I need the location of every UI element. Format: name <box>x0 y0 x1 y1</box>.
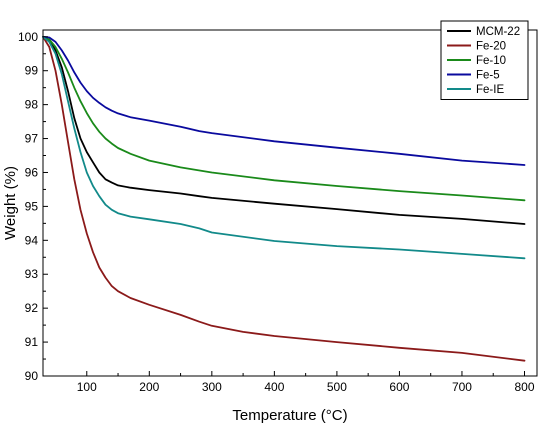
x-tick-label: 700 <box>452 380 472 394</box>
y-tick-label: 90 <box>25 369 39 383</box>
y-tick-label: 99 <box>25 64 39 78</box>
y-tick-label: 98 <box>25 98 39 112</box>
series-line-mcm-22 <box>42 35 526 225</box>
axis-ticks <box>43 36 525 377</box>
x-tick-label: 200 <box>139 380 159 394</box>
x-tick-label: 400 <box>264 380 284 394</box>
legend-label: MCM-22 <box>476 26 520 38</box>
legend-label: Fe-20 <box>476 41 506 53</box>
x-axis-label: Temperature (°C) <box>232 407 347 424</box>
y-axis-label: Weight (%) <box>2 166 19 240</box>
y-tick-label: 100 <box>18 30 38 44</box>
y-tick-label: 91 <box>25 335 39 349</box>
x-tick-label: 600 <box>389 380 409 394</box>
plot-curves <box>42 35 526 362</box>
x-tick-label: 300 <box>202 380 222 394</box>
y-tick-label: 96 <box>25 165 39 179</box>
series-line-fe-10 <box>42 35 526 202</box>
x-tick-label: 100 <box>77 380 97 394</box>
axis-tick-labels: 100 200 300 400 500 600 700 800 90 91 92 93 94 95 96 97… <box>18 30 535 394</box>
x-tick-label: 500 <box>327 380 347 394</box>
legend: MCM-22 Fe-20 Fe-10 Fe-5 Fe-IE <box>440 20 529 100</box>
legend-label: Fe-10 <box>476 55 506 67</box>
legend-label: Fe-5 <box>476 70 500 82</box>
x-tick-label: 800 <box>514 380 534 394</box>
y-tick-label: 97 <box>25 132 39 146</box>
series-line-fe-20 <box>42 35 526 362</box>
y-tick-label: 93 <box>25 267 39 281</box>
plot-frame <box>42 29 538 377</box>
y-tick-label: 95 <box>25 199 39 213</box>
series-line-fe-5 <box>42 35 526 166</box>
y-tick-label: 92 <box>25 301 39 315</box>
legend-label: Fe-IE <box>476 84 504 96</box>
y-tick-label: 94 <box>25 233 39 247</box>
series-line-fe-ie <box>42 35 526 260</box>
